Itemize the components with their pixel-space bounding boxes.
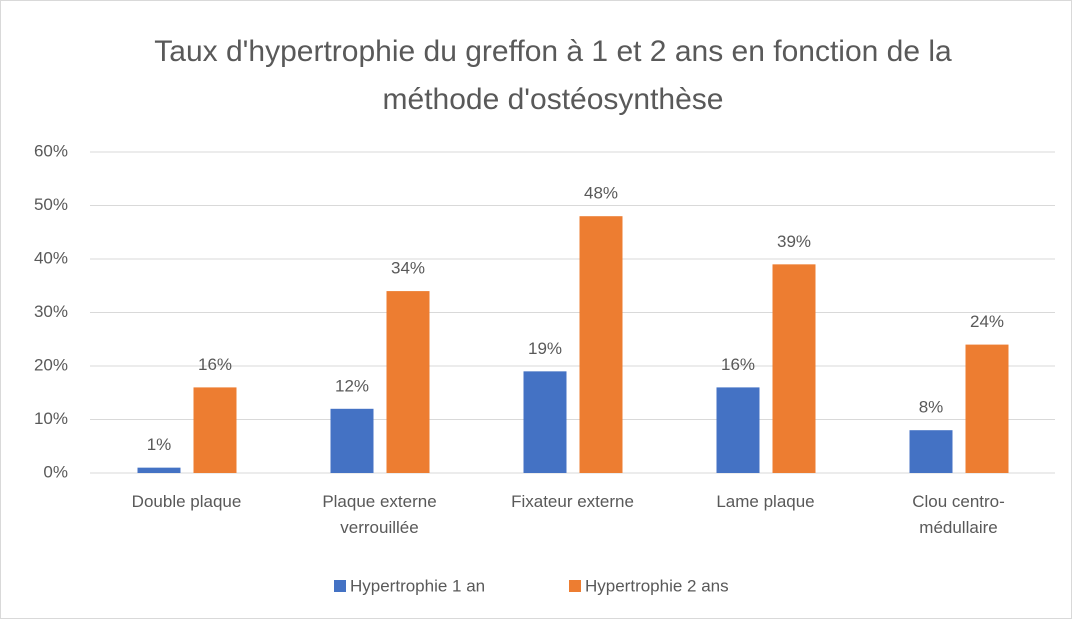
- bar: [386, 291, 430, 473]
- bar: [965, 344, 1009, 473]
- bar: [523, 371, 567, 473]
- legend-label: Hypertrophie 2 ans: [585, 576, 729, 595]
- data-label: 1%: [147, 435, 172, 454]
- bar: [579, 216, 623, 473]
- y-tick-label: 50%: [34, 195, 68, 214]
- legend-swatch: [569, 580, 581, 592]
- bar: [330, 408, 374, 473]
- y-tick-label: 40%: [34, 248, 68, 267]
- data-label: 16%: [198, 355, 232, 374]
- data-label: 8%: [919, 398, 944, 417]
- x-tick-label: Fixateur externe: [511, 492, 634, 511]
- chart-title: Taux d'hypertrophie du greffon à 1 et 2 …: [154, 35, 952, 116]
- x-tick-label: Clou centro-médullaire: [912, 492, 1005, 537]
- legend-swatch: [334, 580, 346, 592]
- data-label: 39%: [777, 232, 811, 251]
- bar: [137, 467, 181, 473]
- y-tick-label: 20%: [34, 355, 68, 374]
- y-tick-label: 30%: [34, 302, 68, 321]
- bar: [193, 387, 237, 473]
- data-label: 24%: [970, 312, 1004, 331]
- data-label: 34%: [391, 259, 425, 278]
- data-label: 48%: [584, 184, 618, 203]
- x-tick-label: Plaque externe verrouillée: [322, 492, 437, 537]
- data-label: 12%: [335, 376, 369, 395]
- bar: [772, 264, 816, 473]
- x-tick-label: Double plaque: [131, 492, 242, 511]
- y-tick-label: 60%: [34, 141, 68, 160]
- x-tick-label: Lame plaque: [716, 492, 815, 511]
- y-tick-label: 0%: [43, 462, 68, 481]
- legend-label: Hypertrophie 1 an: [350, 576, 485, 595]
- y-tick-label: 10%: [34, 409, 68, 428]
- data-label: 16%: [721, 355, 755, 374]
- bar: [909, 430, 953, 473]
- data-label: 19%: [528, 339, 562, 358]
- bar: [716, 387, 760, 473]
